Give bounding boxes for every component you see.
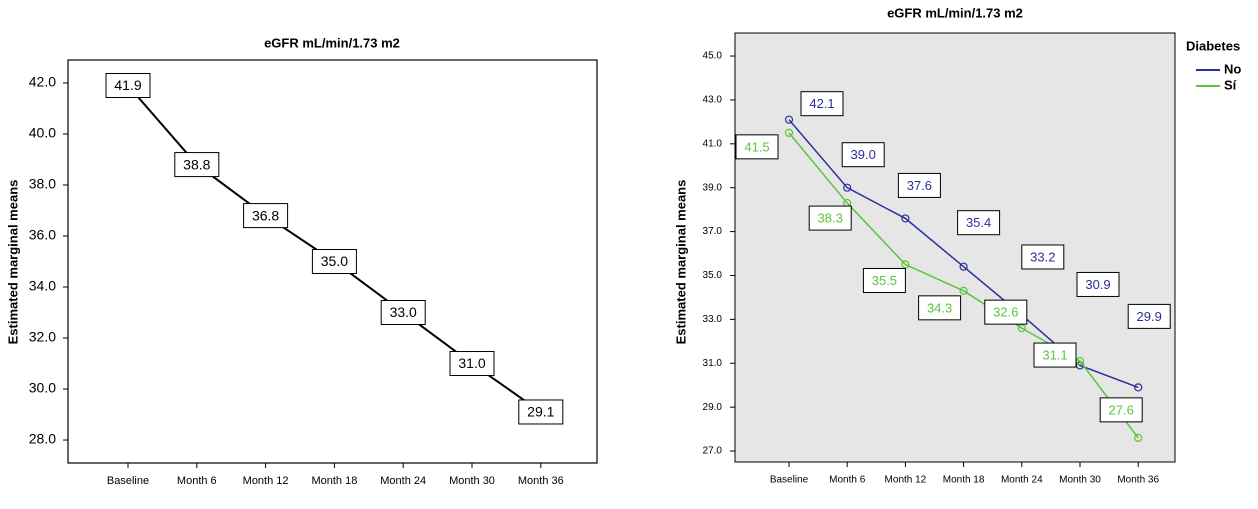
value-label: 41.9 [114, 77, 141, 93]
value-label: 32.6 [993, 305, 1018, 320]
point [901, 214, 910, 223]
value-label-box [1127, 303, 1171, 329]
x-tick-label: Month 24 [380, 475, 426, 487]
x-tick-label: Month 24 [1001, 475, 1043, 486]
value-label-box [957, 210, 1001, 236]
y-tick-label: 41.0 [703, 138, 723, 149]
y-tick-label: 29.0 [703, 402, 723, 413]
value-label-box [808, 205, 852, 231]
y-tick-label: 35.0 [703, 270, 723, 281]
x-tick-label: Month 18 [943, 475, 985, 486]
y-tick-label: 40.0 [29, 125, 56, 141]
x-tick-label: Baseline [107, 475, 149, 487]
x-tick-label: Month 6 [177, 475, 217, 487]
y-tick-label: 34.0 [29, 278, 56, 294]
y-tick-label: 38.0 [29, 176, 56, 192]
y-axis-label: Estimated marginal means [5, 180, 20, 345]
value-label-box [984, 299, 1028, 325]
value-label-box [105, 73, 151, 99]
y-tick-label: 30.0 [29, 380, 56, 396]
y-tick-label: 27.0 [703, 446, 723, 457]
value-label-box [918, 295, 962, 321]
value-label: 30.9 [1085, 277, 1110, 292]
value-label-box [1021, 244, 1065, 270]
value-label: 36.8 [252, 207, 279, 223]
legend-title: Diabetes [1186, 38, 1240, 53]
y-tick-label: 39.0 [703, 182, 723, 193]
y-tick-label: 28.0 [29, 431, 56, 447]
value-label-box [862, 268, 906, 294]
value-label-box [1099, 397, 1143, 423]
value-label-box [1076, 271, 1120, 297]
y-tick-label: 37.0 [703, 226, 723, 237]
point [959, 286, 968, 295]
point [959, 262, 968, 271]
x-tick-label: Month 30 [449, 475, 495, 487]
x-tick-label: Month 18 [311, 475, 357, 487]
value-label: 35.4 [966, 215, 991, 230]
plot-frame [734, 32, 1176, 463]
value-label-box [841, 142, 885, 168]
value-label-box [735, 134, 779, 160]
y-tick-label: 32.0 [29, 329, 56, 345]
value-label: 29.1 [527, 404, 554, 420]
value-label-box [1033, 342, 1077, 368]
y-tick-label: 36.0 [29, 227, 56, 243]
y-tick-label: 45.0 [703, 51, 723, 62]
x-tick-label: Month 30 [1059, 475, 1101, 486]
value-label: 31.0 [458, 355, 485, 371]
legend-label: No [1224, 61, 1241, 76]
value-label: 29.9 [1137, 309, 1162, 324]
value-label: 35.0 [321, 253, 348, 269]
y-tick-label: 42.0 [29, 74, 56, 90]
line [788, 119, 1139, 389]
value-label: 33.0 [390, 304, 417, 320]
legend-label: Sí [1224, 77, 1237, 92]
point [1134, 383, 1143, 392]
point [1134, 433, 1143, 442]
chart-title: eGFR mL/min/1.73 m2 [887, 5, 1023, 20]
value-label-box [243, 203, 289, 229]
value-label: 31.1 [1042, 347, 1067, 362]
value-label: 38.8 [183, 156, 210, 172]
y-tick-label: 33.0 [703, 314, 723, 325]
value-label: 41.5 [744, 139, 769, 154]
point [843, 183, 852, 192]
plot-frame [67, 59, 598, 464]
value-label-box [449, 351, 495, 377]
x-tick-label: Month 36 [518, 475, 564, 487]
value-label: 38.3 [818, 211, 843, 226]
x-tick-label: Month 12 [243, 475, 289, 487]
value-label-box [380, 300, 426, 326]
point [784, 115, 794, 124]
y-tick-label: 31.0 [703, 358, 723, 369]
x-tick-label: Month 6 [829, 475, 866, 486]
chart-title: eGFR mL/min/1.73 m2 [264, 35, 400, 50]
y-axis-label: Estimated marginal means [673, 180, 688, 345]
value-label: 39.0 [851, 147, 876, 162]
value-label-box [518, 399, 564, 425]
value-label-box [311, 249, 357, 274]
line [788, 132, 1139, 439]
x-tick-label: Month 12 [885, 475, 927, 486]
value-label-box [800, 91, 844, 117]
value-label: 33.2 [1030, 249, 1055, 264]
value-label: 34.3 [927, 300, 952, 315]
x-tick-label: Baseline [770, 475, 809, 486]
value-label-box [897, 172, 941, 198]
y-tick-label: 43.0 [703, 95, 723, 106]
x-tick-label: Month 36 [1117, 475, 1159, 486]
value-label: 37.6 [907, 178, 932, 193]
value-label: 42.1 [809, 96, 834, 111]
value-label: 35.5 [872, 273, 897, 288]
value-label-box [174, 152, 220, 178]
point [784, 128, 794, 137]
value-label: 27.6 [1109, 402, 1134, 417]
